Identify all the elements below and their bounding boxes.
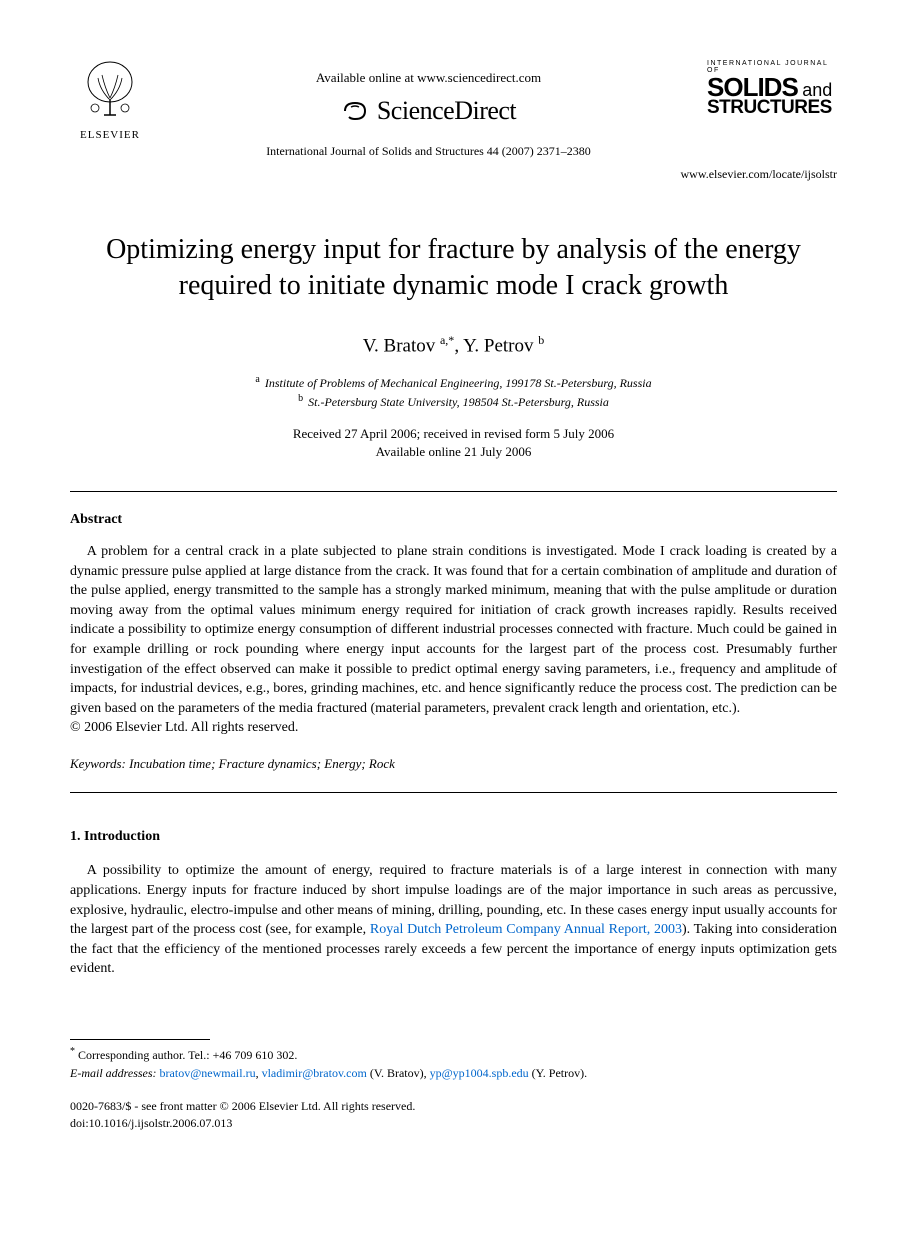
sciencedirect-icon (341, 97, 369, 125)
corresponding-author: * Corresponding author. Tel.: +46 709 61… (70, 1044, 837, 1064)
elsevier-tree-icon (80, 60, 140, 120)
intro-paragraph: A possibility to optimize the amount of … (70, 861, 837, 979)
journal-logo: INTERNATIONAL JOURNAL OF SOLIDS and STRU… (707, 60, 837, 116)
rule-top (70, 491, 837, 492)
email-1[interactable]: bratov@newmail.ru (160, 1066, 256, 1080)
online-date: Available online 21 July 2006 (70, 443, 837, 461)
abstract-heading: Abstract (70, 512, 837, 528)
abstract-body: A problem for a central crack in a plate… (70, 542, 837, 718)
reference-link[interactable]: Royal Dutch Petroleum Company Annual Rep… (370, 922, 682, 937)
email-1-name: (V. Bratov), (370, 1066, 427, 1080)
keywords-line: Keywords: Incubation time; Fracture dyna… (70, 756, 837, 772)
paper-title: Optimizing energy input for fracture by … (70, 232, 837, 305)
email-label: E-mail addresses: (70, 1066, 157, 1080)
elsevier-label: ELSEVIER (70, 129, 150, 141)
author-2: Y. Petrov (463, 335, 533, 356)
email-3-name: (Y. Petrov). (532, 1066, 587, 1080)
email-line: E-mail addresses: bratov@newmail.ru, vla… (70, 1064, 837, 1082)
dates-block: Received 27 April 2006; received in revi… (70, 425, 837, 461)
author-1: V. Bratov (363, 335, 435, 356)
center-header: Available online at www.sciencedirect.co… (150, 60, 707, 159)
author-2-sup: b (538, 333, 544, 347)
author-1-sup: a,* (440, 333, 454, 347)
footnote-rule (70, 1039, 210, 1040)
journal-structures: STRUCTURES (707, 99, 837, 116)
header-row: ELSEVIER Available online at www.science… (70, 60, 837, 159)
affiliations: a Institute of Problems of Mechanical En… (70, 373, 837, 411)
doi-line: doi:10.1016/j.ijsolstr.2006.07.013 (70, 1115, 837, 1132)
section-1-heading: 1. Introduction (70, 829, 837, 845)
keywords-list: Incubation time; Fracture dynamics; Ener… (129, 756, 395, 771)
citation-line: International Journal of Solids and Stru… (150, 144, 707, 159)
email-2[interactable]: vladimir@bratov.com (262, 1066, 367, 1080)
corresponding-text: Corresponding author. Tel.: +46 709 610 … (78, 1048, 297, 1062)
sciencedirect-text: ScienceDirect (377, 96, 516, 126)
available-online-text: Available online at www.sciencedirect.co… (150, 70, 707, 86)
authors-line: V. Bratov a,*, Y. Petrov b (70, 333, 837, 357)
footnotes: * Corresponding author. Tel.: +46 709 61… (70, 1044, 837, 1082)
abstract-section: Abstract A problem for a central crack i… (70, 512, 837, 736)
affiliation-a: Institute of Problems of Mechanical Engi… (265, 376, 652, 390)
bottom-info: 0020-7683/$ - see front matter © 2006 El… (70, 1098, 837, 1132)
elsevier-logo: ELSEVIER (70, 60, 150, 141)
issn-line: 0020-7683/$ - see front matter © 2006 El… (70, 1098, 837, 1115)
rule-bottom (70, 792, 837, 793)
abstract-copyright: © 2006 Elsevier Ltd. All rights reserved… (70, 720, 837, 736)
journal-main: SOLIDS and STRUCTURES (707, 76, 837, 116)
sciencedirect-logo: ScienceDirect (150, 96, 707, 126)
locate-url[interactable]: www.elsevier.com/locate/ijsolstr (70, 167, 837, 182)
received-date: Received 27 April 2006; received in revi… (70, 425, 837, 443)
email-3[interactable]: yp@yp1004.spb.edu (430, 1066, 529, 1080)
keywords-label: Keywords: (70, 756, 126, 771)
affiliation-b: St.-Petersburg State University, 198504 … (308, 395, 609, 409)
